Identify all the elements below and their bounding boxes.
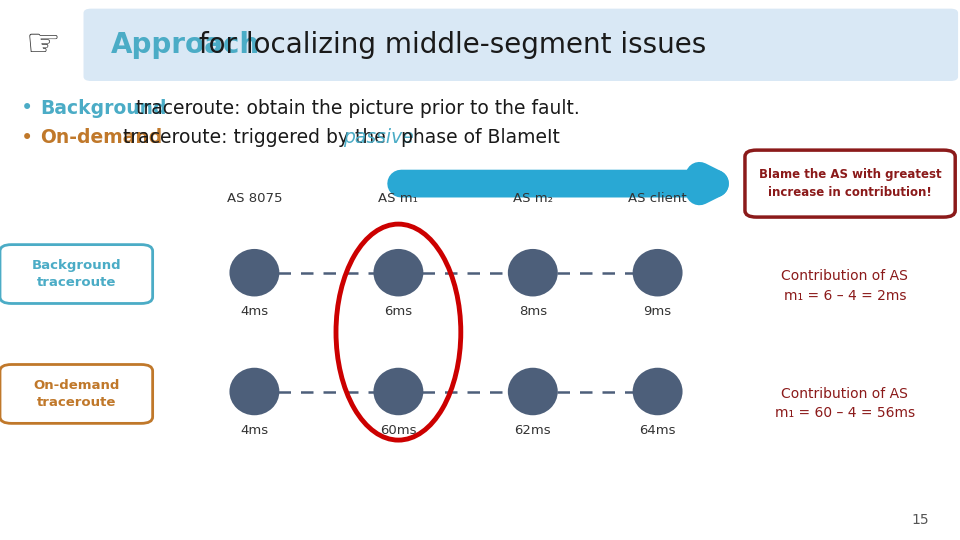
Text: AS m₁: AS m₁	[378, 192, 419, 205]
Ellipse shape	[229, 368, 279, 415]
Ellipse shape	[373, 249, 423, 296]
Text: 4ms: 4ms	[240, 305, 269, 318]
Text: AS m₂: AS m₂	[513, 192, 553, 205]
Text: Approach: Approach	[110, 31, 259, 59]
Text: 62ms: 62ms	[515, 424, 551, 437]
Text: 6ms: 6ms	[384, 305, 413, 318]
Text: 8ms: 8ms	[518, 305, 547, 318]
Text: 64ms: 64ms	[639, 424, 676, 437]
FancyBboxPatch shape	[745, 150, 955, 217]
Text: AS 8075: AS 8075	[227, 192, 282, 205]
Text: passive: passive	[343, 128, 414, 147]
Text: traceroute: obtain the picture prior to the fault.: traceroute: obtain the picture prior to …	[130, 98, 579, 118]
Text: Contribution of AS
m₁ = 6 – 4 = 2ms: Contribution of AS m₁ = 6 – 4 = 2ms	[781, 269, 908, 303]
Text: •: •	[21, 98, 34, 118]
Text: 60ms: 60ms	[380, 424, 417, 437]
FancyBboxPatch shape	[84, 9, 958, 81]
Text: AS client: AS client	[628, 192, 687, 205]
Ellipse shape	[633, 249, 683, 296]
Ellipse shape	[508, 368, 558, 415]
Text: Background
traceroute: Background traceroute	[32, 259, 121, 289]
Text: •: •	[21, 127, 34, 148]
Text: phase of BlameIt: phase of BlameIt	[395, 128, 560, 147]
Text: 9ms: 9ms	[643, 305, 672, 318]
FancyBboxPatch shape	[0, 245, 153, 303]
Text: 4ms: 4ms	[240, 424, 269, 437]
Text: 15: 15	[912, 512, 929, 526]
Text: On-demand: On-demand	[40, 128, 162, 147]
Text: for localizing middle-segment issues: for localizing middle-segment issues	[190, 31, 707, 59]
Text: Contribution of AS
m₁ = 60 – 4 = 56ms: Contribution of AS m₁ = 60 – 4 = 56ms	[775, 387, 915, 420]
Text: traceroute: triggered by the: traceroute: triggered by the	[117, 128, 392, 147]
FancyBboxPatch shape	[0, 364, 153, 423]
Text: ☞: ☞	[26, 26, 60, 64]
Ellipse shape	[229, 249, 279, 296]
Ellipse shape	[508, 249, 558, 296]
Text: Blame the AS with greatest
increase in contribution!: Blame the AS with greatest increase in c…	[758, 168, 942, 199]
Text: Background: Background	[40, 98, 167, 118]
Ellipse shape	[373, 368, 423, 415]
Ellipse shape	[633, 368, 683, 415]
Text: On-demand
traceroute: On-demand traceroute	[34, 379, 119, 409]
